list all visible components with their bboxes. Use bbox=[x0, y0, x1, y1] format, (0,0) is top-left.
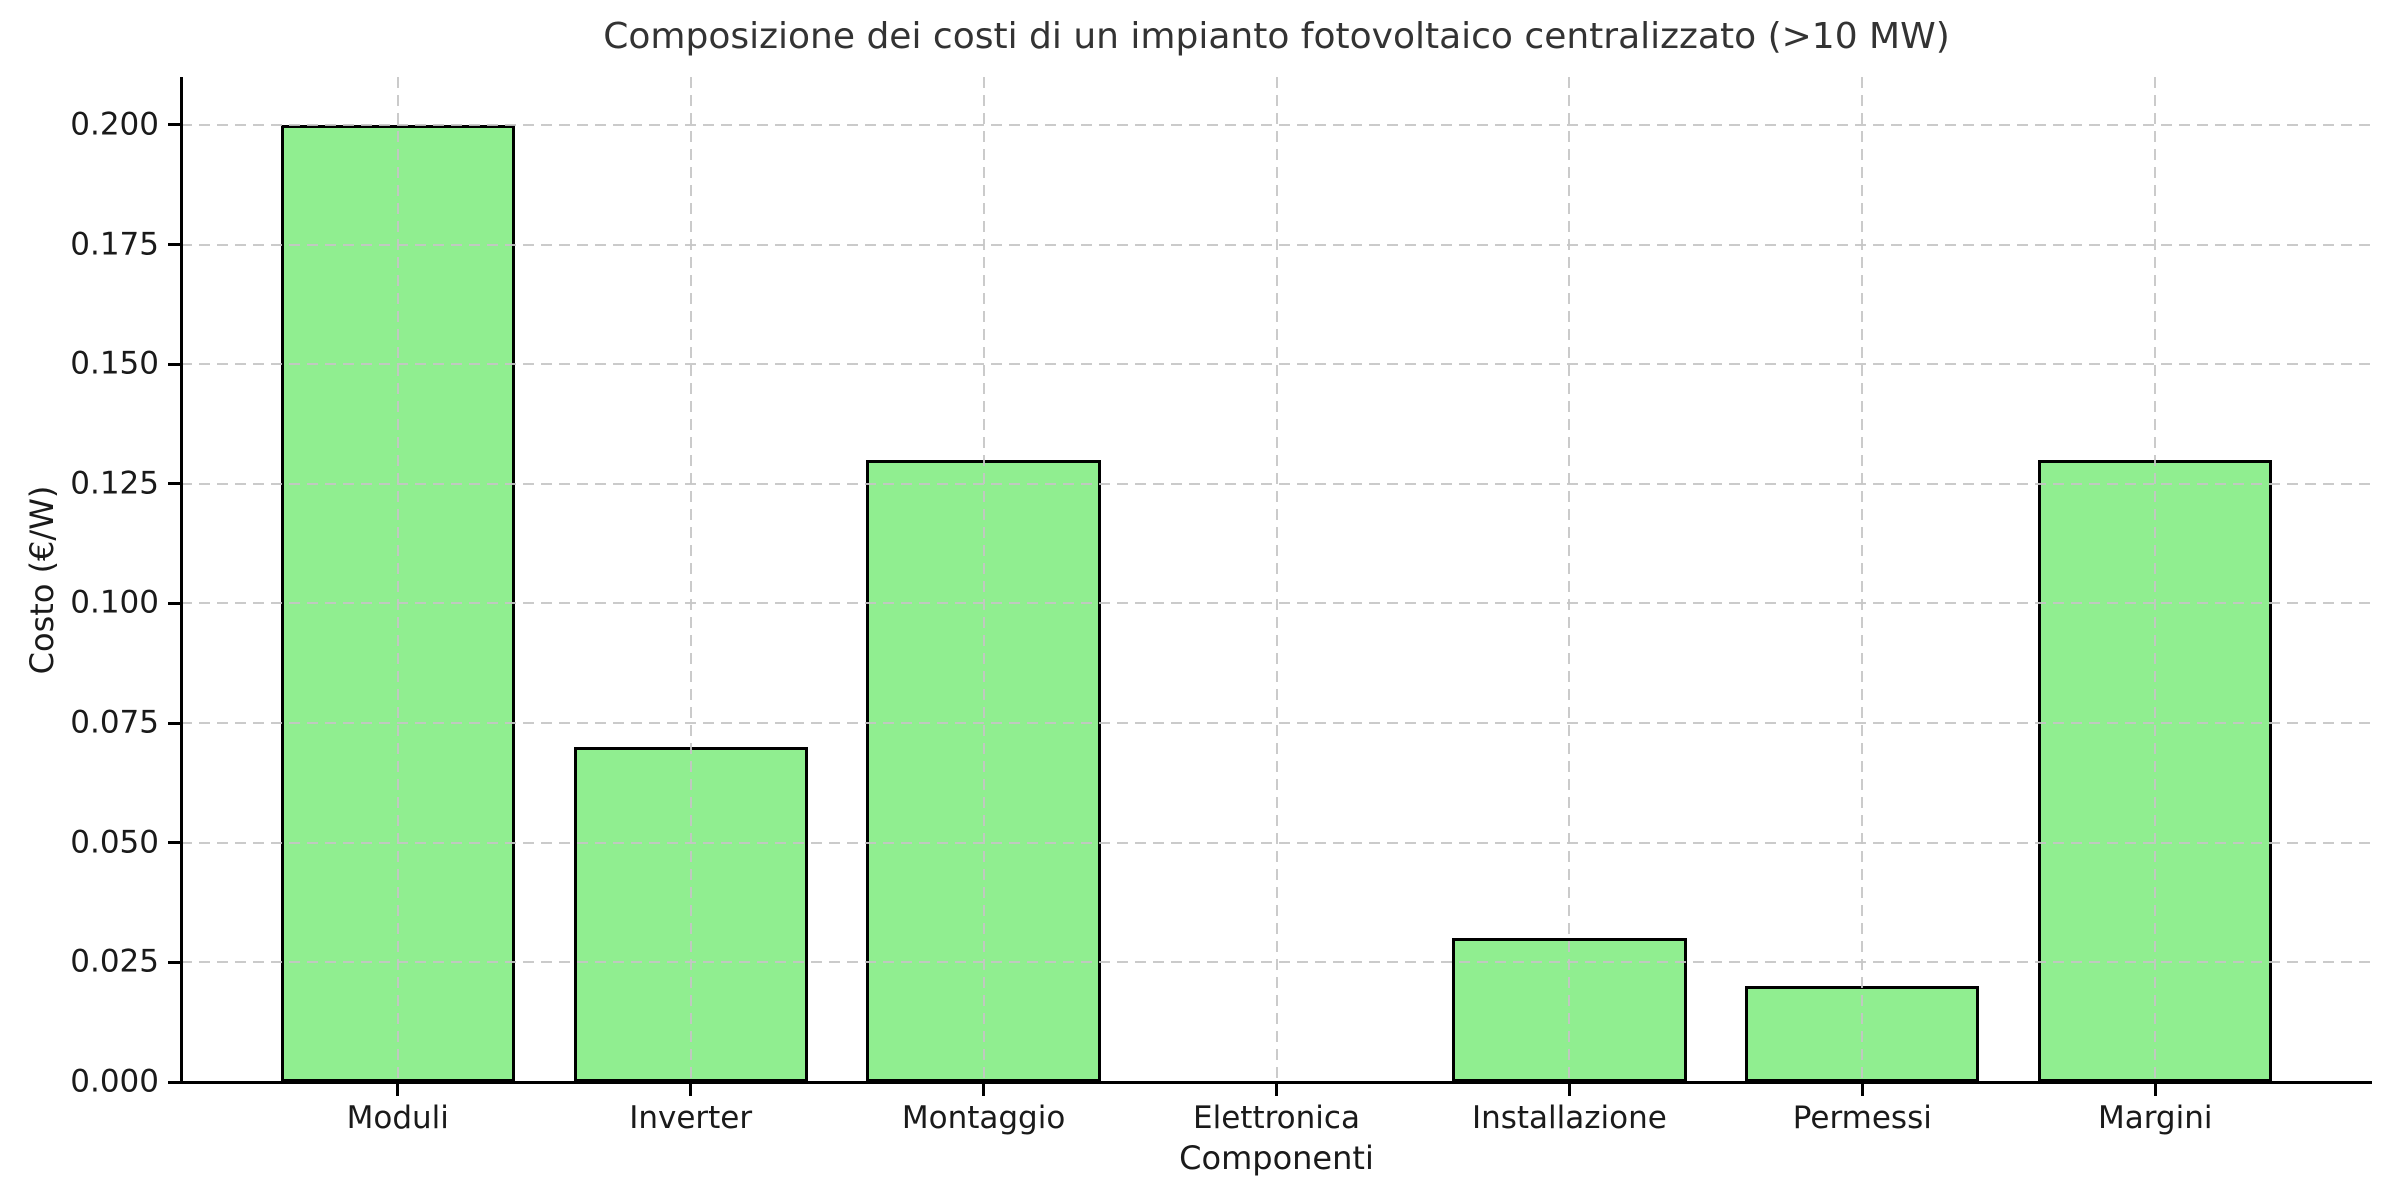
y-tick-label-0.150: 0.150 bbox=[70, 345, 159, 382]
x-tick-permessi bbox=[1860, 1083, 1864, 1096]
x-axis-label: Componenti bbox=[1179, 1139, 1374, 1177]
y-tick-label-0.000: 0.000 bbox=[70, 1063, 159, 1100]
x-tick-elettronica bbox=[1275, 1083, 1278, 1096]
gridline-x-montaggio bbox=[982, 77, 985, 1082]
gridline-x-margini bbox=[2154, 77, 2157, 1082]
gridline-x-inverter bbox=[689, 77, 692, 1082]
y-tick-0.150 bbox=[167, 362, 180, 366]
y-tick-0.000 bbox=[167, 1080, 180, 1084]
y-tick-label-0.100: 0.100 bbox=[70, 584, 159, 621]
gridline-x-permessi bbox=[1861, 77, 1864, 1082]
x-axis-spine bbox=[179, 1080, 2372, 1084]
x-tick-moduli bbox=[396, 1083, 400, 1096]
gridline-x-elettronica bbox=[1275, 77, 1278, 1082]
x-tick-label-permessi: Permessi bbox=[1792, 1100, 1932, 1136]
y-tick-label-0.050: 0.050 bbox=[70, 824, 159, 861]
x-tick-montaggio bbox=[982, 1083, 986, 1096]
x-tick-margini bbox=[2153, 1083, 2157, 1096]
y-tick-label-0.075: 0.075 bbox=[70, 704, 159, 741]
x-tick-label-inverter: Inverter bbox=[629, 1100, 753, 1136]
x-tick-installazione bbox=[1567, 1083, 1571, 1096]
x-tick-label-elettronica: Elettronica bbox=[1193, 1100, 1360, 1136]
x-tick-label-montaggio: Montaggio bbox=[901, 1100, 1066, 1136]
x-tick-label-installazione: Installazione bbox=[1471, 1100, 1667, 1136]
y-tick-0.050 bbox=[167, 841, 180, 845]
y-tick-0.025 bbox=[167, 960, 180, 964]
y-tick-label-0.025: 0.025 bbox=[70, 943, 159, 980]
y-tick-label-0.200: 0.200 bbox=[70, 106, 159, 143]
y-axis-spine bbox=[179, 77, 183, 1084]
x-tick-inverter bbox=[689, 1083, 693, 1096]
y-tick-0.125 bbox=[167, 482, 180, 486]
x-tick-label-margini: Margini bbox=[2097, 1100, 2213, 1136]
plot-area: Composizione dei costi di un impianto fo… bbox=[23, 16, 2372, 1174]
x-tick-label-moduli: Moduli bbox=[346, 1100, 449, 1136]
gridline-x-installazione bbox=[1568, 77, 1571, 1082]
y-tick-label-0.175: 0.175 bbox=[70, 226, 159, 262]
y-tick-0.175 bbox=[167, 243, 180, 246]
y-tick-0.100 bbox=[167, 601, 180, 605]
y-tick-0.075 bbox=[167, 721, 180, 725]
y-tick-0.200 bbox=[167, 123, 180, 127]
chart-title: Composizione dei costi di un impianto fo… bbox=[603, 16, 1950, 57]
gridline-x-moduli bbox=[396, 77, 399, 1082]
y-axis-label: Costo (€/W) bbox=[23, 485, 61, 674]
y-tick-label-0.125: 0.125 bbox=[70, 465, 159, 502]
